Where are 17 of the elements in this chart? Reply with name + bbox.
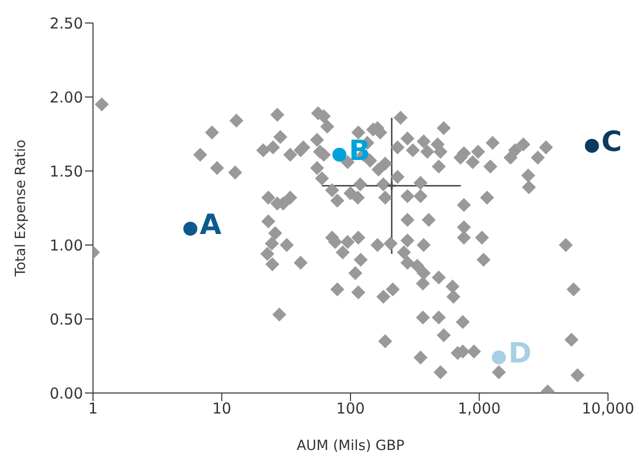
y-tick-label: 1.00	[50, 236, 83, 254]
y-tick-label: 2.50	[50, 14, 83, 32]
series-label: B	[348, 134, 370, 167]
y-axis-title: Total Expense Ratio	[12, 140, 29, 278]
series-label: A	[200, 208, 222, 241]
y-tick-label: 2.00	[50, 88, 83, 106]
x-tick-label: 100	[336, 400, 365, 418]
x-tick-label: 10,000	[582, 400, 634, 418]
x-tick-label: 1,000	[458, 400, 501, 418]
y-tick-label: 1.50	[50, 162, 83, 180]
y-tick-label: 0.00	[50, 384, 83, 402]
series-label: D	[508, 336, 532, 370]
x-tick-label: 1	[88, 400, 98, 418]
y-tick-label: 0.50	[50, 310, 83, 328]
series-label: C	[601, 124, 622, 158]
x-tick-label: 10	[212, 400, 232, 418]
x-axis-title: AUM (Mils) GBP	[296, 438, 404, 454]
